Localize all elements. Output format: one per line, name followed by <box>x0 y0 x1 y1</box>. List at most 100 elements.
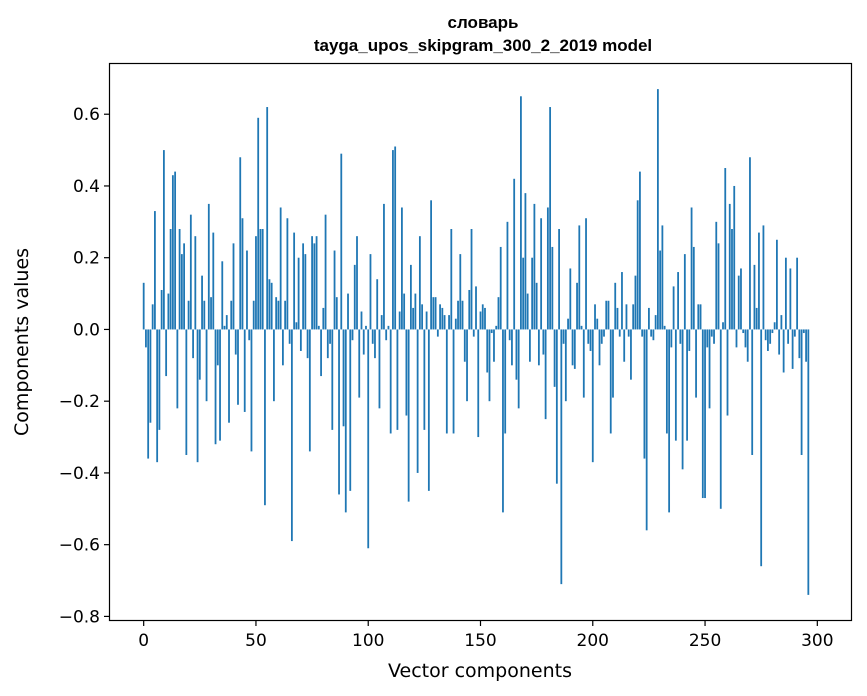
bar-193 <box>576 282 578 330</box>
bar-129 <box>432 297 435 330</box>
bar-78 <box>317 325 320 330</box>
x-tick-label: 50 <box>245 631 267 651</box>
bar-257 <box>719 329 722 509</box>
bar-88 <box>340 153 343 330</box>
bar-182 <box>551 246 554 330</box>
bar-175 <box>535 282 538 330</box>
bar-140 <box>457 300 459 330</box>
bar-57 <box>270 282 273 330</box>
bar-132 <box>439 304 441 330</box>
bar-204 <box>600 329 603 344</box>
bar-8 <box>160 289 163 330</box>
bar-159 <box>499 246 502 330</box>
bar-251 <box>706 329 709 348</box>
bar-232 <box>663 325 666 330</box>
bar-86 <box>335 297 338 330</box>
bar-166 <box>515 329 518 380</box>
bar-172 <box>529 329 531 362</box>
bar-222 <box>641 329 644 337</box>
bar-121 <box>414 293 417 330</box>
bar-179 <box>544 329 547 420</box>
bar-45 <box>243 329 246 412</box>
y-tick-label: 0.4 <box>73 177 100 197</box>
bar-209 <box>612 329 614 398</box>
bar-82 <box>326 329 329 359</box>
bar-13 <box>171 175 174 330</box>
bar-15 <box>176 329 179 409</box>
bar-101 <box>369 254 372 330</box>
bar-124 <box>421 304 424 330</box>
bar-70 <box>299 329 302 351</box>
bar-283 <box>778 329 781 355</box>
bar-60 <box>277 300 280 330</box>
bar-255 <box>715 221 718 330</box>
bar-291 <box>796 257 799 330</box>
bar-64 <box>286 218 289 330</box>
bar-164 <box>511 329 513 366</box>
bar-279 <box>769 329 772 344</box>
bar-143 <box>463 329 466 362</box>
bar-156 <box>493 329 495 362</box>
bar-220 <box>636 200 639 330</box>
bar-218 <box>632 304 635 330</box>
plot-frame <box>108 62 853 622</box>
bar-27 <box>203 300 206 330</box>
bar-264 <box>735 329 738 348</box>
bar-212 <box>618 329 621 337</box>
y-tick-label: 0.6 <box>73 105 100 125</box>
bar-125 <box>423 329 426 430</box>
y-tick-label: −0.6 <box>59 536 100 556</box>
bar-100 <box>367 329 370 549</box>
bar-73 <box>306 329 309 359</box>
bar-280 <box>771 329 774 334</box>
bar-198 <box>587 329 590 344</box>
bar-123 <box>418 236 421 330</box>
bar-85 <box>333 250 336 330</box>
bar-25 <box>198 329 201 380</box>
bar-155 <box>490 329 493 334</box>
bar-37 <box>225 315 228 330</box>
bar-97 <box>360 311 363 330</box>
bar-241 <box>683 254 686 330</box>
bar-114 <box>398 311 401 330</box>
chart-title: словарь <box>448 13 519 32</box>
bar-14 <box>174 171 177 330</box>
bar-80 <box>322 307 325 330</box>
bar-267 <box>742 329 745 334</box>
x-tick-label: 200 <box>577 631 609 651</box>
bar-55 <box>266 107 269 330</box>
bar-197 <box>585 218 587 330</box>
bar-202 <box>596 318 599 330</box>
bar-292 <box>798 329 801 359</box>
bar-228 <box>654 315 657 330</box>
bar-43 <box>239 157 242 330</box>
bar-47 <box>248 329 251 341</box>
bar-77 <box>315 236 318 330</box>
bar-254 <box>713 329 715 344</box>
bar-215 <box>625 304 628 330</box>
bar-174 <box>533 203 536 330</box>
bar-35 <box>221 261 224 330</box>
bar-28 <box>205 329 208 402</box>
bar-62 <box>282 329 284 366</box>
bar-271 <box>751 329 754 455</box>
bar-265 <box>737 275 740 330</box>
bar-21 <box>189 214 192 330</box>
bar-89 <box>342 329 345 427</box>
bar-117 <box>405 329 408 416</box>
bar-242 <box>686 329 688 441</box>
bar-162 <box>506 221 509 330</box>
bar-152 <box>484 307 486 330</box>
bar-229 <box>656 89 659 330</box>
bar-31 <box>212 232 215 330</box>
bar-98 <box>362 329 365 355</box>
bar-163 <box>508 329 511 341</box>
bar-259 <box>724 168 727 330</box>
bar-183 <box>553 329 556 387</box>
x-tick-label: 150 <box>464 631 496 651</box>
bar-262 <box>731 229 733 330</box>
bar-67 <box>293 232 296 330</box>
y-tick-label: 0.0 <box>73 320 100 340</box>
bar-289 <box>791 329 794 369</box>
bar-12 <box>169 229 172 330</box>
